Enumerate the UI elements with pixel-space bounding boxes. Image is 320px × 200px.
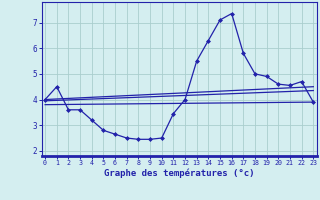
X-axis label: Graphe des températures (°c): Graphe des températures (°c) <box>104 169 254 178</box>
